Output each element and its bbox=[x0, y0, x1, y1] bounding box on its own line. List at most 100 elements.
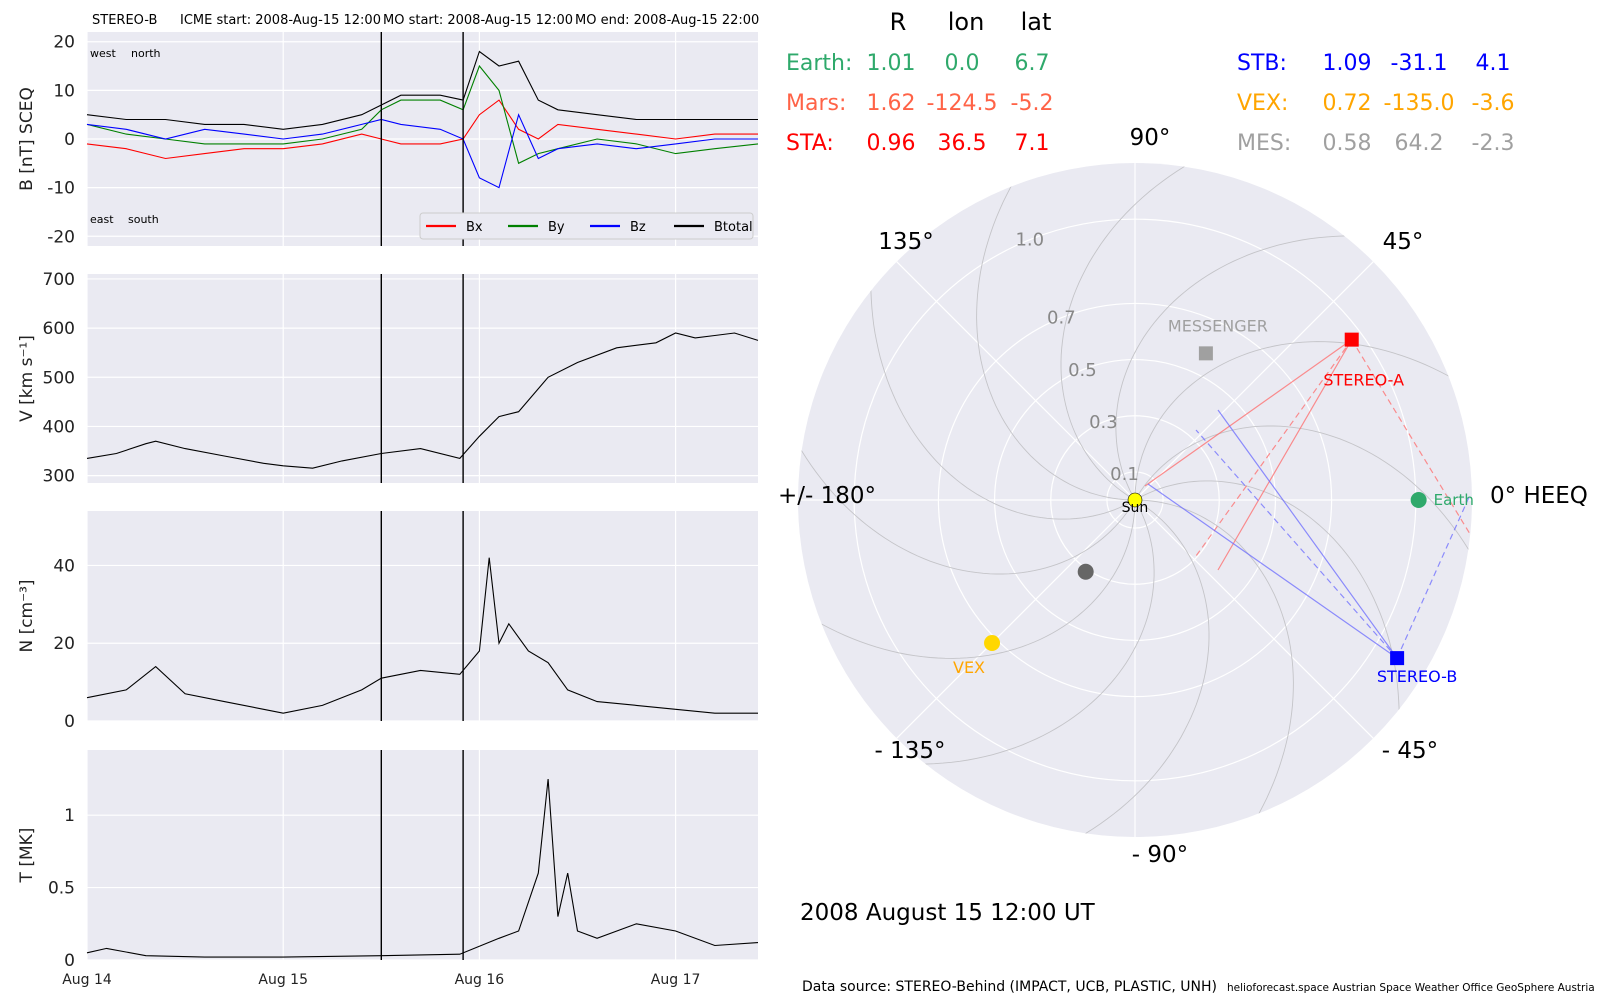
angular-gridline bbox=[1134, 499, 1374, 739]
parker-spiral-line bbox=[862, 499, 1155, 765]
positions-column-header: lon bbox=[948, 8, 985, 36]
legend-label-btotal: Btotal bbox=[714, 220, 753, 235]
positions-row-name: MES: bbox=[1237, 131, 1291, 156]
header-spacecraft: STEREO-B bbox=[92, 13, 157, 28]
y-tick-label: 0 bbox=[64, 712, 75, 732]
positions-row-name: STA: bbox=[786, 131, 834, 156]
angle-tick-label: 45° bbox=[1383, 229, 1424, 255]
body-marker-stereo-b bbox=[1390, 651, 1405, 666]
positions-row-lat: -2.3 bbox=[1472, 131, 1515, 156]
radial-tick-label: 0.7 bbox=[1047, 308, 1076, 329]
body-marker-messenger bbox=[1198, 346, 1213, 361]
angle-tick-label: - 45° bbox=[1382, 738, 1438, 764]
body-marker-earth bbox=[1410, 492, 1427, 508]
parker-spiral-line bbox=[798, 499, 1136, 659]
positions-column-header: lat bbox=[1021, 8, 1052, 36]
panel-background bbox=[87, 750, 758, 960]
positions-row-name: VEX: bbox=[1237, 91, 1288, 116]
radial-tick-label: 1.0 bbox=[1015, 230, 1044, 251]
x-tick-label: Aug 14 bbox=[62, 972, 112, 988]
radial-tick-label: 0.5 bbox=[1068, 360, 1097, 381]
positions-row-r: 1.01 bbox=[867, 51, 916, 76]
polar-orbit-plot: 0.1 0.3 0.5 0.7 1.0 90° 45° 0° HEEQ - 45° - 90° - … bbox=[778, 125, 1588, 868]
y-axis-label: B [nT] SCEQ bbox=[17, 87, 37, 191]
series-line-bx bbox=[86, 99, 758, 160]
parker-spiral-line bbox=[1028, 499, 1210, 837]
y-tick-label: 500 bbox=[43, 368, 75, 388]
body-label-messenger: MESSENGER bbox=[1168, 316, 1268, 335]
body-marker-stereo-a bbox=[1344, 332, 1359, 347]
parker-spiral-line bbox=[1134, 480, 1400, 773]
angle-tick-label: - 135° bbox=[874, 738, 945, 764]
corner-label-south: south bbox=[128, 213, 159, 226]
sta-fan-line bbox=[1144, 339, 1353, 487]
corner-label-east: east bbox=[90, 213, 114, 226]
body-label-earth: Earth bbox=[1434, 491, 1474, 509]
corner-label-west: west bbox=[90, 47, 116, 60]
radial-tick-label: 0.3 bbox=[1089, 412, 1118, 433]
positions-row-lat: 7.1 bbox=[1015, 131, 1050, 156]
body-label-stereo-a: STEREO-A bbox=[1323, 371, 1404, 390]
series-line-data-2 bbox=[86, 332, 759, 469]
positions-row-r: 0.58 bbox=[1323, 131, 1372, 156]
positions-row-lat: -5.2 bbox=[1011, 91, 1054, 116]
angle-tick-label: +/- 180° bbox=[778, 483, 876, 509]
positions-row-r: 1.09 bbox=[1323, 51, 1372, 76]
positions-row-lon: -135.0 bbox=[1384, 91, 1455, 116]
series-line-data-4 bbox=[86, 778, 759, 958]
legend-label-bz: Bz bbox=[630, 220, 646, 235]
y-tick-label: 20 bbox=[53, 634, 75, 654]
y-tick-label: 0 bbox=[64, 130, 75, 150]
body-label-stereo-b: STEREO-B bbox=[1377, 667, 1457, 686]
positions-row-name: Mars: bbox=[786, 91, 846, 116]
angle-tick-label: - 90° bbox=[1132, 842, 1188, 868]
angle-tick-label: 90° bbox=[1130, 125, 1171, 151]
panel-2: 700 600 500 400 300 V [km s⁻¹] bbox=[17, 270, 759, 487]
positions-row-r: 0.72 bbox=[1323, 91, 1372, 116]
radial-tick-label: 0.1 bbox=[1110, 464, 1139, 485]
parker-spiral-line bbox=[1115, 235, 1408, 501]
parker-spiral-line bbox=[1134, 499, 1294, 837]
y-tick-label: 300 bbox=[43, 467, 75, 487]
y-tick-label: 40 bbox=[53, 556, 75, 576]
corner-label-north: north bbox=[131, 47, 161, 60]
y-axis-label: N [cm⁻³] bbox=[17, 579, 37, 652]
positions-row-lon: 36.5 bbox=[938, 131, 987, 156]
angle-tick-label: 0° HEEQ bbox=[1490, 483, 1588, 509]
legend-label-by: By bbox=[548, 220, 565, 235]
y-tick-label: 1 bbox=[64, 806, 75, 826]
y-tick-label: 400 bbox=[43, 417, 75, 437]
body-marker-vex bbox=[984, 634, 1001, 651]
series-line-btotal bbox=[86, 50, 758, 130]
positions-row-r: 0.96 bbox=[867, 131, 916, 156]
positions-row-lon: 64.2 bbox=[1395, 131, 1444, 156]
angle-tick-label: 135° bbox=[878, 229, 933, 255]
positions-row-lon: -124.5 bbox=[927, 91, 998, 116]
y-tick-label: -20 bbox=[47, 227, 75, 247]
y-tick-label: -10 bbox=[47, 179, 75, 199]
legend-box bbox=[419, 212, 754, 240]
y-axis-label: T [MK] bbox=[17, 828, 37, 884]
y-tick-label: 10 bbox=[53, 81, 75, 101]
y-axis-label: V [km s⁻¹] bbox=[17, 335, 37, 422]
stb-fan-line-dashed bbox=[1195, 429, 1398, 659]
header-icme-start: ICME start: 2008-Aug-15 12:00 bbox=[180, 13, 381, 28]
angular-gridline bbox=[896, 261, 1136, 501]
y-tick-label: 20 bbox=[53, 33, 75, 53]
panel-background bbox=[87, 511, 758, 721]
body-label-sun: Sun bbox=[1122, 500, 1149, 516]
positions-row-name: Earth: bbox=[786, 51, 852, 76]
panel-3: 40 20 0 N [cm⁻³] bbox=[17, 511, 758, 732]
body-marker-sun bbox=[1127, 492, 1143, 508]
x-tick-label: Aug 17 bbox=[651, 972, 701, 988]
panel-background bbox=[87, 274, 758, 483]
parker-spiral-line bbox=[1060, 163, 1242, 501]
body-label-vex: VEX bbox=[953, 658, 985, 677]
positions-row-lat: 4.1 bbox=[1476, 51, 1511, 76]
series-line-bz bbox=[86, 113, 758, 189]
stb-fan-line bbox=[1217, 409, 1398, 659]
stb-fan-line bbox=[1147, 483, 1398, 659]
